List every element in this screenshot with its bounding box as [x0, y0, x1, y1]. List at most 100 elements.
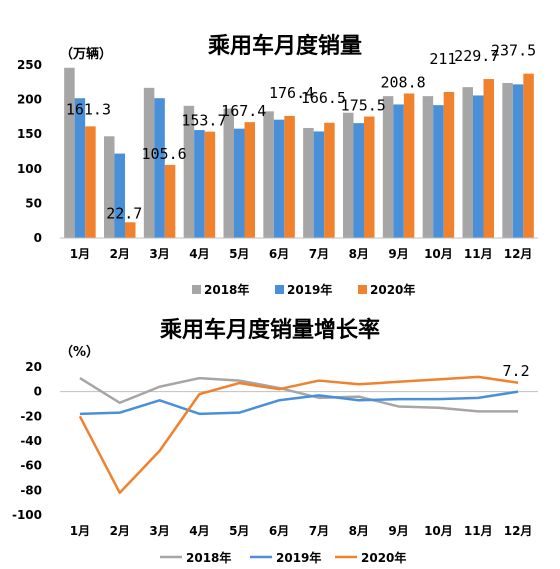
- bar-data-label: 229.7: [454, 47, 499, 65]
- bar-legend-label: 2019年: [287, 282, 332, 297]
- line-legend-label: 2018年: [186, 550, 231, 565]
- bar-2020年-6月: [284, 115, 295, 238]
- line-x-tick-label: 2月: [110, 524, 130, 538]
- bar-2020年-10月: [443, 91, 455, 238]
- bar-x-tick-label: 1月: [70, 247, 90, 261]
- bar-2019年-10月: [433, 105, 444, 238]
- bar-legend-swatch: [192, 285, 201, 294]
- bar-y-tick-label: 100: [17, 162, 42, 176]
- bar-2018年-3月: [143, 87, 155, 238]
- bar-legend-swatch: [358, 285, 367, 294]
- bar-2018年-1月: [64, 67, 75, 238]
- bar-2018年-9月: [382, 96, 394, 238]
- bar-2020年-2月: [125, 222, 136, 238]
- bar-2020年-1月: [85, 126, 96, 238]
- bar-2020年-8月: [364, 116, 375, 238]
- line-x-tick-label: 7月: [309, 524, 329, 538]
- bar-data-label: 175.5: [341, 97, 386, 115]
- line-y-tick-label: -40: [20, 434, 42, 448]
- bar-legend-label: 2018年: [204, 282, 249, 297]
- bar-x-tick-label: 9月: [388, 247, 408, 261]
- line-legend-label: 2020年: [361, 550, 406, 565]
- bar-x-tick-label: 8月: [349, 247, 369, 261]
- bar-data-label: 237.5: [491, 42, 536, 60]
- bar-2018年-4月: [183, 105, 195, 238]
- line-y-tick-label: -60: [20, 459, 42, 473]
- bar-2018年-7月: [303, 127, 314, 238]
- bar-x-tick-label: 10月: [424, 247, 453, 261]
- line-x-tick-label: 9月: [388, 524, 408, 538]
- bar-2020年-11月: [483, 79, 494, 238]
- bar-2018年-8月: [343, 112, 354, 238]
- line-chart-title: 乘用车月度销量增长率: [159, 317, 380, 343]
- bar-y-tick-label: 150: [17, 127, 42, 141]
- line-series-2020年: [78, 375, 519, 495]
- bar-y-tick-label: 0: [34, 231, 42, 245]
- bar-2018年-2月: [104, 136, 115, 238]
- bar-y-tick-label: 250: [17, 58, 42, 72]
- bar-2019年-3月: [154, 98, 165, 238]
- bar-2019年-7月: [313, 131, 325, 238]
- bar-x-tick-label: 12月: [504, 247, 533, 261]
- line-y-tick-label: 20: [25, 360, 42, 374]
- bar-x-tick-label: 7月: [309, 247, 329, 261]
- line-x-tick-label: 5月: [229, 524, 249, 538]
- bar-2018年-6月: [263, 111, 274, 238]
- bar-x-tick-label: 5月: [229, 247, 249, 261]
- bar-y-tick-label: 50: [25, 196, 42, 210]
- line-x-tick-label: 6月: [269, 524, 289, 538]
- bar-2019年-8月: [353, 123, 364, 238]
- bar-data-label: 161.3: [66, 100, 111, 118]
- bar-data-label: 166.5: [301, 89, 346, 107]
- line-legend-label: 2019年: [276, 550, 321, 565]
- line-x-tick-label: 11月: [464, 524, 493, 538]
- bar-2019年-4月: [194, 130, 205, 238]
- bar-2020年-4月: [204, 131, 216, 238]
- bar-2018年-12月: [502, 82, 513, 238]
- bar-chart-unit: （万辆）: [60, 46, 112, 62]
- bar-2019年-5月: [234, 128, 245, 238]
- bar-2019年-2月: [114, 153, 125, 238]
- bar-data-label: 153.7: [181, 112, 226, 130]
- bar-data-label: 105.6: [142, 145, 187, 163]
- line-x-tick-label: 3月: [149, 524, 169, 538]
- bar-2019年-6月: [273, 119, 285, 238]
- bar-2020年-7月: [324, 122, 335, 238]
- bar-2019年-1月: [74, 98, 86, 238]
- bar-data-label: 208.8: [381, 74, 426, 92]
- bar-2018年-11月: [462, 87, 473, 238]
- bar-2019年-11月: [473, 95, 484, 238]
- bar-y-tick-label: 200: [17, 93, 42, 107]
- bar-x-tick-label: 6月: [269, 247, 289, 261]
- bar-chart-title: 乘用车月度销量: [207, 33, 362, 59]
- bar-2020年-5月: [244, 122, 255, 238]
- line-x-tick-label: 8月: [349, 524, 369, 538]
- bar-2019年-12月: [512, 84, 524, 238]
- bar-data-label: 176.4: [269, 84, 314, 102]
- line-x-tick-label: 1月: [70, 524, 90, 538]
- line-series-2018年: [79, 376, 519, 413]
- bar-x-tick-label: 2月: [110, 247, 130, 261]
- bar-data-label: 167.4: [221, 102, 266, 120]
- line-y-tick-label: 0: [34, 385, 42, 399]
- bar-2019年-9月: [393, 104, 404, 238]
- bar-x-tick-label: 3月: [149, 247, 169, 261]
- bar-legend-label: 2020年: [370, 282, 415, 297]
- line-x-tick-label: 10月: [424, 524, 453, 538]
- bar-2020年-12月: [523, 73, 534, 239]
- line-y-tick-label: -20: [20, 409, 42, 423]
- bar-data-label: 22.7: [106, 204, 142, 222]
- bar-x-tick-label: 11月: [464, 247, 493, 261]
- line-y-tick-label: -80: [20, 483, 42, 497]
- bar-2020年-9月: [403, 93, 415, 238]
- bar-2018年-5月: [223, 108, 234, 238]
- line-y-tick-label: -100: [12, 508, 42, 522]
- line-series-2019年: [79, 390, 519, 416]
- bar-chart: 乘用车月度销量 （万辆） 0 50 100 150 200 250 1月 2月 3月 4月 5月 6…: [17, 33, 538, 297]
- bar-data-label: 211: [429, 50, 456, 68]
- bar-2018年-10月: [422, 96, 434, 238]
- line-chart: 乘用车月度销量增长率 （%） 20 0 -20 -40 -60 -80 -100 1月 2月 3…: [12, 317, 538, 565]
- line-chart-unit: （%）: [60, 344, 99, 360]
- line-x-tick-label: 4月: [189, 524, 209, 538]
